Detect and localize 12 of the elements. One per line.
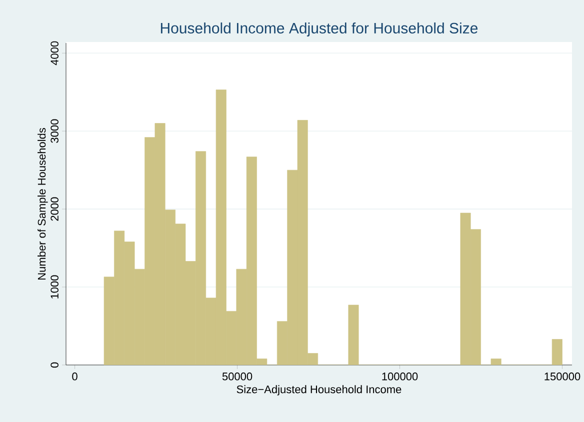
y-tick-label: 4000 [50, 41, 58, 66]
x-tick-label: 50000 [222, 372, 252, 380]
x-tick-label: 100000 [382, 372, 418, 380]
x-axis-title: Size−Adjusted Household Income [236, 385, 402, 396]
y-axis-title: Number of Sample Households [38, 128, 48, 280]
y-tick-label: 1000 [50, 275, 58, 298]
x-tick-label: 150000 [544, 372, 580, 380]
y-tick-label: 0 [50, 362, 58, 368]
chart-title: Household Income Adjusted for Household Size [160, 22, 478, 36]
y-tick-label: 3000 [50, 119, 58, 143]
y-tick-label: 2000 [50, 197, 58, 221]
x-tick-label: 0 [72, 372, 78, 380]
